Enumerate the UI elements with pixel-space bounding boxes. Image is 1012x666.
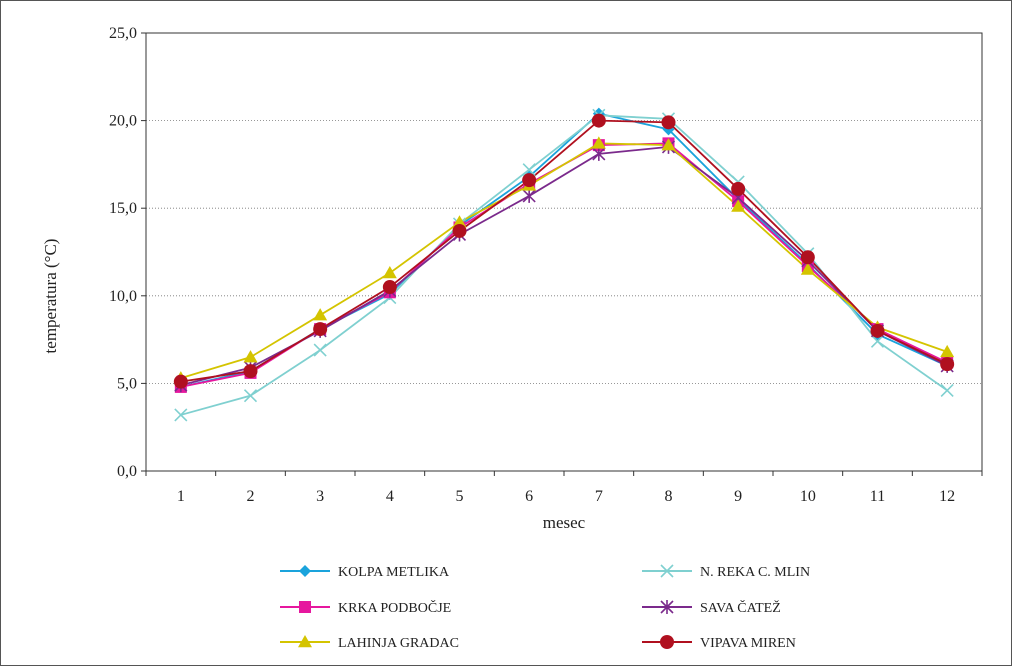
data-point-vipava-miren xyxy=(313,322,328,337)
x-tick-label: 3 xyxy=(316,488,324,505)
legend-marker xyxy=(298,635,312,648)
x-axis-title: mesec xyxy=(543,513,586,532)
data-point-n-reka-c-mlin xyxy=(313,343,327,357)
legend-label: N. REKA C. MLIN xyxy=(700,565,810,580)
data-point-vipava-miren xyxy=(452,223,467,238)
y-tick-label: 20,0 xyxy=(109,113,137,130)
y-tick-label: 15,0 xyxy=(109,200,137,217)
data-point-n-reka-c-mlin xyxy=(522,163,536,177)
data-point-lahinja-gradac xyxy=(731,199,746,212)
y-tick-label: 5,0 xyxy=(117,375,137,392)
legend-item-n-reka-c-mlin: N. REKA C. MLIN xyxy=(642,564,810,580)
y-tick-label: 10,0 xyxy=(109,288,137,305)
series-markers xyxy=(173,107,955,422)
data-point-n-reka-c-mlin xyxy=(870,334,885,348)
x-axis: 1 2 3 4 5 6 7 8 9 10 11 12 xyxy=(145,471,983,505)
data-point-vipava-miren xyxy=(382,280,397,295)
x-tick-label: 1 xyxy=(177,488,185,505)
data-point-sava-catez xyxy=(522,188,536,203)
data-point-lahinja-gradac xyxy=(661,138,676,151)
legend-label: VIPAVA MIREN xyxy=(700,636,796,651)
data-point-n-reka-c-mlin xyxy=(243,389,258,403)
x-tick-label: 4 xyxy=(386,488,394,505)
legend-item-kolpa-metlika: KOLPA METLIKA xyxy=(280,565,450,580)
data-point-vipava-miren xyxy=(800,250,815,265)
x-tick-label: 2 xyxy=(247,488,255,505)
data-point-vipava-miren xyxy=(731,181,746,196)
data-point-n-reka-c-mlin xyxy=(174,408,188,422)
legend-label: SAVA ČATEŽ xyxy=(700,599,781,616)
data-point-lahinja-gradac xyxy=(382,266,397,279)
y-tick-label: 25,0 xyxy=(109,25,137,42)
data-point-lahinja-gradac xyxy=(800,262,815,275)
series-lines xyxy=(180,112,948,416)
series-line-vipava-miren xyxy=(180,119,948,383)
legend-item-krka-podbocje: KRKA PODBOČJE xyxy=(280,599,451,616)
legend-label: KRKA PODBOČJE xyxy=(338,599,451,616)
data-point-lahinja-gradac xyxy=(591,136,606,149)
legend-marker xyxy=(299,565,311,577)
data-point-vipava-miren xyxy=(940,357,955,372)
data-point-lahinja-gradac xyxy=(452,215,467,228)
data-point-vipava-miren xyxy=(661,115,676,130)
y-axis-title: temperatura (°C) xyxy=(41,239,60,354)
x-tick-label: 8 xyxy=(665,488,673,505)
data-point-vipava-miren xyxy=(522,173,537,188)
data-point-sava-catez xyxy=(592,146,606,161)
x-tick-label: 12 xyxy=(939,488,955,505)
x-tick-label: 5 xyxy=(456,488,464,505)
legend: KOLPA METLIKA N. REKA C. MLIN KRKA PODBOČJ… xyxy=(280,564,810,651)
data-point-lahinja-gradac xyxy=(243,350,258,363)
x-tick-label: 6 xyxy=(525,488,533,505)
legend-item-sava-catez: SAVA ČATEŽ xyxy=(642,599,781,616)
data-point-n-reka-c-mlin xyxy=(940,383,954,397)
series-line-lahinja-gradac xyxy=(180,142,948,380)
legend-item-lahinja-gradac: LAHINJA GRADAC xyxy=(280,635,459,651)
y-axis: 0,0 5,0 10,0 15,0 20,0 25,0 xyxy=(109,25,146,480)
data-point-vipava-miren xyxy=(591,113,606,128)
x-tick-label: 7 xyxy=(595,488,603,505)
legend-label: KOLPA METLIKA xyxy=(338,565,450,580)
x-tick-label: 11 xyxy=(870,488,885,505)
legend-marker xyxy=(660,600,674,614)
y-tick-label: 0,0 xyxy=(117,463,137,480)
legend-marker xyxy=(660,635,674,649)
data-point-vipava-miren xyxy=(243,364,258,379)
legend-marker xyxy=(660,564,674,578)
legend-marker xyxy=(299,601,311,613)
legend-label: LAHINJA GRADAC xyxy=(338,636,459,651)
x-tick-label: 10 xyxy=(800,488,816,505)
data-point-lahinja-gradac xyxy=(313,308,328,321)
data-point-vipava-miren xyxy=(173,374,188,389)
legend-item-vipava-miren: VIPAVA MIREN xyxy=(642,635,796,651)
data-point-vipava-miren xyxy=(870,323,885,338)
x-tick-label: 9 xyxy=(734,488,742,505)
data-point-lahinja-gradac xyxy=(940,344,955,358)
